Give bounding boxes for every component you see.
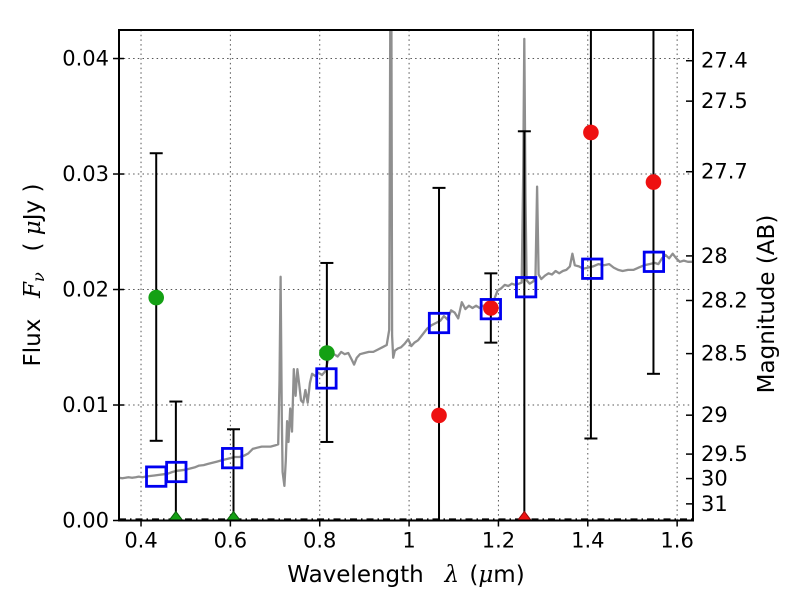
x-tick-label: 1 [402, 529, 415, 553]
grid [119, 30, 693, 521]
x-tick-label: 1.4 [571, 529, 604, 553]
flux-label-text: Flux [19, 318, 46, 367]
x-tick-label: 0.4 [124, 529, 157, 553]
y-left-tick-label: 0.02 [62, 278, 109, 302]
y-right-tick-label: 28.5 [701, 342, 748, 366]
x-tick-label: 0.8 [303, 529, 336, 553]
y-right-tick-label: 27.4 [701, 49, 748, 73]
ticks [113, 57, 693, 527]
model-photometry-square [221, 447, 244, 470]
photometry-point [583, 124, 599, 141]
y-left-tick-label: 0.04 [62, 47, 109, 71]
upper-limit-triangle [168, 510, 184, 521]
spectrum-group [119, 30, 693, 488]
flux-F-symbol: F [19, 281, 46, 298]
y-right-tick-label: 27.7 [701, 160, 748, 184]
lambda-symbol: λ [444, 562, 460, 588]
x-axis-label: Wavelength λ (μm) [287, 562, 525, 588]
nu-subscript: ν [29, 272, 49, 282]
observed-upper-limits-red-group [516, 510, 532, 521]
model-photometry-blue-group [145, 250, 666, 488]
magnitude-label-text: Magnitude (AB) [754, 214, 780, 394]
model-photometry-square [479, 298, 502, 321]
y-right-tick-label: 28.2 [701, 288, 748, 312]
x-axis-label-text: Wavelength [287, 562, 424, 588]
upper-limit-triangle [516, 510, 532, 521]
model-photometry-square [642, 250, 666, 273]
y-right-tick-label: 27.5 [701, 89, 748, 113]
plot-frame [118, 29, 694, 522]
photometry-point [431, 407, 447, 424]
tick-labels: 0.4 0.6 0.8 1 1.2 1.4 1.6 0.00 0.01 0.02 0.03 0.04 2… [62, 47, 748, 553]
y-right-tick-label: 31 [701, 492, 728, 516]
y-right-tick-label: 28 [701, 244, 728, 268]
upper-limit-triangle [225, 510, 242, 521]
model-photometry-square [427, 311, 451, 335]
photometry-point [645, 174, 662, 190]
y-right-tick-label: 29.5 [701, 442, 748, 466]
observed-photometry-green-group [148, 289, 335, 361]
model-photometry-square [581, 257, 604, 280]
model-photometry-square [515, 276, 538, 299]
y-left-tick-label: 0.01 [62, 393, 109, 417]
model-photometry-square [165, 460, 188, 484]
photometry-point [319, 345, 335, 361]
model-photometry-square [315, 367, 338, 390]
y-right-tick-label: 30 [701, 467, 728, 491]
observed-photometry-red-group [431, 124, 662, 424]
y-right-tick-label: 29 [701, 403, 728, 427]
model-spectrum-line [119, 30, 693, 488]
photometry-point [148, 289, 165, 306]
x-tick-label: 1.6 [660, 529, 693, 553]
photometry-point [483, 300, 499, 316]
x-tick-label: 1.2 [482, 529, 515, 553]
mu-symbol: μ [478, 562, 494, 588]
x-tick-label: 0.6 [214, 529, 247, 553]
y-left-tick-label: 0.00 [62, 509, 109, 533]
y-left-tick-label: 0.03 [62, 162, 109, 186]
mu-symbol-flux: μ [19, 220, 46, 236]
